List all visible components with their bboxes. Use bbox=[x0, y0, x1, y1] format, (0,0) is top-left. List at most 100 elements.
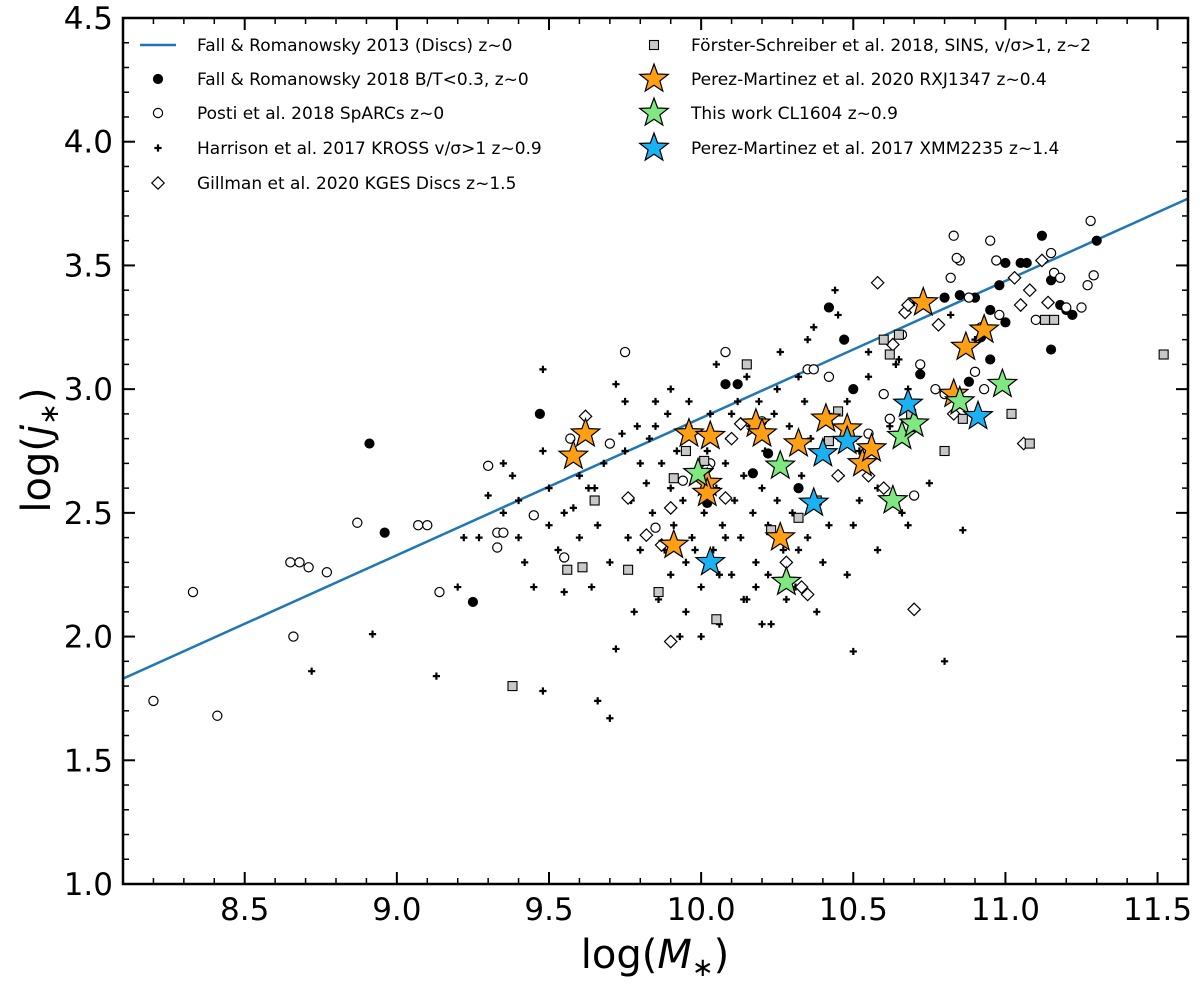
data-point bbox=[741, 359, 752, 370]
data-point bbox=[621, 397, 629, 406]
data-point bbox=[892, 360, 900, 368]
data-point bbox=[633, 422, 641, 430]
x-tick-label: 9.0 bbox=[372, 892, 421, 928]
data-point bbox=[855, 496, 863, 505]
data-point bbox=[797, 472, 806, 480]
data-point bbox=[368, 630, 377, 638]
data-point bbox=[764, 571, 772, 579]
data-point bbox=[755, 397, 763, 406]
data-point bbox=[794, 580, 809, 595]
data-point bbox=[663, 634, 678, 649]
data-point bbox=[968, 313, 1001, 344]
data-point bbox=[588, 583, 596, 591]
data-point bbox=[801, 397, 809, 406]
data-point bbox=[951, 252, 962, 264]
data-point bbox=[636, 459, 644, 467]
data-point bbox=[727, 410, 736, 418]
data-point bbox=[949, 330, 982, 361]
data-point bbox=[994, 309, 1005, 321]
data-point bbox=[545, 484, 553, 492]
data-point bbox=[148, 695, 159, 707]
data-point bbox=[688, 534, 696, 542]
data-point bbox=[898, 407, 931, 438]
data-point bbox=[680, 445, 691, 457]
data-point bbox=[740, 472, 748, 480]
data-point bbox=[764, 449, 797, 480]
data-point bbox=[793, 483, 804, 494]
x-tick-label: 10.0 bbox=[667, 892, 736, 928]
data-point bbox=[648, 509, 657, 517]
data-point bbox=[432, 672, 441, 680]
data-point bbox=[499, 509, 507, 517]
data-point bbox=[499, 459, 507, 467]
marker-layer bbox=[148, 215, 1169, 722]
data-point bbox=[621, 447, 629, 455]
data-point bbox=[874, 546, 882, 554]
data-point bbox=[876, 481, 891, 496]
data-point bbox=[1085, 215, 1096, 227]
data-point bbox=[943, 384, 976, 416]
data-point bbox=[746, 416, 778, 448]
data-point bbox=[676, 632, 684, 641]
data-point bbox=[706, 410, 714, 418]
data-point bbox=[749, 509, 757, 517]
data-point bbox=[727, 571, 736, 579]
data-point bbox=[422, 520, 433, 531]
series-5 bbox=[557, 285, 1001, 559]
data-point bbox=[673, 416, 705, 448]
data-point bbox=[639, 528, 654, 543]
data-point bbox=[734, 397, 742, 406]
series-0 bbox=[364, 230, 1102, 608]
data-point bbox=[559, 552, 570, 563]
data-point bbox=[618, 430, 626, 438]
data-point bbox=[1006, 408, 1017, 419]
data-point bbox=[876, 483, 909, 515]
data-point bbox=[621, 490, 636, 506]
data-point bbox=[1061, 302, 1072, 313]
data-point bbox=[539, 447, 547, 455]
data-point bbox=[668, 473, 679, 484]
series-3 bbox=[578, 253, 1056, 649]
data-point bbox=[1049, 314, 1060, 325]
data-point bbox=[682, 558, 690, 566]
data-point bbox=[712, 360, 720, 368]
data-point bbox=[294, 557, 305, 568]
data-point bbox=[718, 521, 727, 529]
data-point bbox=[1091, 235, 1102, 246]
data-point bbox=[831, 424, 864, 455]
data-point bbox=[957, 413, 968, 424]
data-point bbox=[606, 714, 614, 722]
y-tick-label: 2.5 bbox=[64, 496, 113, 532]
legend-marker bbox=[152, 107, 164, 119]
data-point bbox=[797, 486, 830, 517]
data-point bbox=[761, 447, 769, 455]
series-7 bbox=[694, 387, 994, 576]
data-point bbox=[682, 456, 715, 487]
data-point bbox=[700, 509, 708, 517]
y-tick-label: 2.0 bbox=[64, 620, 113, 656]
data-point bbox=[591, 484, 599, 492]
data-point bbox=[1013, 297, 1028, 313]
data-point bbox=[793, 512, 804, 523]
data-point bbox=[931, 317, 946, 332]
data-point bbox=[731, 496, 739, 505]
legend-item: Fall & Romanowsky 2013 (Discs) z~0 bbox=[140, 36, 512, 56]
data-point bbox=[752, 558, 760, 566]
data-point bbox=[806, 436, 839, 468]
data-point bbox=[985, 304, 996, 316]
data-point bbox=[959, 526, 967, 534]
data-point bbox=[577, 562, 588, 573]
data-point bbox=[694, 419, 727, 450]
x-tick-label: 11.0 bbox=[971, 892, 1040, 928]
data-point bbox=[884, 349, 895, 360]
legend-marker bbox=[648, 39, 660, 51]
data-point bbox=[969, 366, 981, 378]
data-point bbox=[612, 645, 620, 653]
data-point bbox=[565, 433, 576, 444]
data-point bbox=[498, 527, 509, 538]
data-point bbox=[303, 562, 314, 573]
data-point bbox=[589, 495, 600, 506]
data-point bbox=[823, 436, 834, 447]
data-point bbox=[849, 521, 857, 529]
